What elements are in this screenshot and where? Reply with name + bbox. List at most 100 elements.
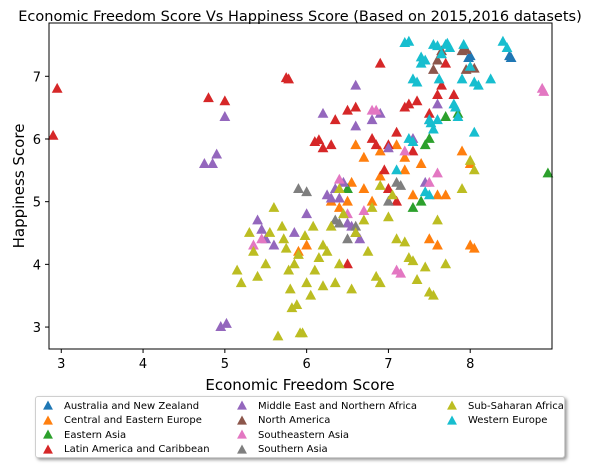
data-point (252, 270, 263, 281)
data-point (456, 73, 468, 84)
data-point (395, 267, 407, 278)
data-point (317, 280, 329, 291)
data-point (415, 158, 427, 168)
data-point (407, 189, 419, 200)
data-point (301, 208, 313, 219)
data-point (436, 79, 447, 90)
y-tick-label: 3 (33, 321, 41, 336)
data-point (317, 107, 329, 118)
data-point (366, 132, 378, 143)
y-tick-label: 6 (33, 133, 41, 148)
data-point (458, 38, 470, 49)
data-point (342, 104, 353, 115)
data-point (248, 245, 259, 256)
data-point (354, 233, 366, 244)
data-point (378, 164, 390, 175)
data-point (428, 64, 439, 74)
data-point (432, 239, 443, 250)
data-point (219, 95, 231, 106)
legend-item: Central and Eastern Europe (42, 415, 202, 427)
data-point (272, 330, 284, 341)
data-point (278, 233, 290, 244)
data-point (399, 151, 411, 162)
chart-title: Economic Freedom Score Vs Happiness Scor… (18, 9, 581, 25)
legend-item: Southeastern Asia (236, 429, 349, 441)
data-point (325, 192, 337, 203)
data-point (501, 42, 513, 52)
legend-marker-icon (447, 400, 457, 410)
data-point (321, 245, 333, 256)
data-point (317, 142, 329, 153)
x-tick-label: 4 (139, 357, 147, 372)
data-point (333, 183, 345, 194)
data-point (313, 252, 325, 262)
data-point (391, 164, 403, 175)
legend-label: Middle East and Northern Africa (258, 400, 418, 412)
data-point (383, 183, 394, 194)
data-point (342, 233, 353, 244)
data-point (423, 176, 435, 187)
data-point (383, 195, 394, 206)
data-point (456, 183, 468, 194)
x-tick-label: 7 (384, 357, 392, 372)
legend-label: Latin America and Caribbean (64, 444, 210, 455)
legend-marker-icon (43, 444, 53, 454)
data-point (342, 195, 353, 206)
data-point (198, 158, 210, 168)
data-point (399, 236, 411, 247)
data-point (423, 132, 435, 143)
data-point (440, 111, 452, 121)
data-point (391, 139, 403, 150)
data-point (538, 85, 550, 96)
data-point (221, 317, 232, 328)
data-point (374, 180, 386, 190)
data-point (423, 189, 435, 200)
data-point (464, 154, 476, 165)
x-tick-label: 8 (466, 357, 474, 372)
data-point (542, 167, 554, 178)
x-axis-label: Economic Freedom Score (205, 376, 394, 394)
data-point (307, 220, 319, 231)
legend-marker-icon (447, 415, 457, 425)
data-point (358, 151, 370, 162)
data-point (51, 82, 63, 93)
data-point (383, 142, 394, 153)
data-point (460, 43, 472, 54)
data-point (350, 79, 362, 90)
legend-marker-icon (237, 444, 247, 454)
data-point (299, 230, 311, 241)
data-point (248, 239, 259, 250)
data-point (411, 95, 423, 106)
data-point (297, 327, 308, 338)
legend-item: Australia and New Zealand (42, 400, 199, 412)
legend-label: Western Europe (468, 415, 548, 426)
data-point (333, 192, 345, 203)
data-point (411, 274, 423, 284)
legend-marker-icon (43, 429, 53, 439)
data-point (252, 214, 263, 225)
legend: Australia and New Zealand Central and Eas… (35, 396, 565, 458)
data-point (293, 183, 304, 194)
legend-item: Eastern Asia (42, 429, 126, 441)
legend-label: Australia and New Zealand (64, 400, 200, 412)
data-point (370, 270, 382, 281)
data-point (374, 57, 386, 68)
data-point (203, 92, 214, 103)
x-tick-label: 6 (302, 357, 310, 372)
y-tick-label: 5 (33, 196, 41, 211)
data-point (288, 227, 300, 237)
data-point (472, 79, 484, 90)
data-point (256, 233, 268, 244)
data-point (403, 35, 415, 46)
data-point (419, 139, 431, 150)
data-point (366, 114, 378, 125)
data-point (329, 114, 341, 125)
data-point (215, 321, 227, 331)
data-point (268, 201, 280, 212)
data-point (286, 302, 298, 313)
data-point (358, 205, 370, 215)
data-point (370, 104, 382, 115)
data-point (391, 126, 403, 137)
data-point (403, 252, 415, 262)
